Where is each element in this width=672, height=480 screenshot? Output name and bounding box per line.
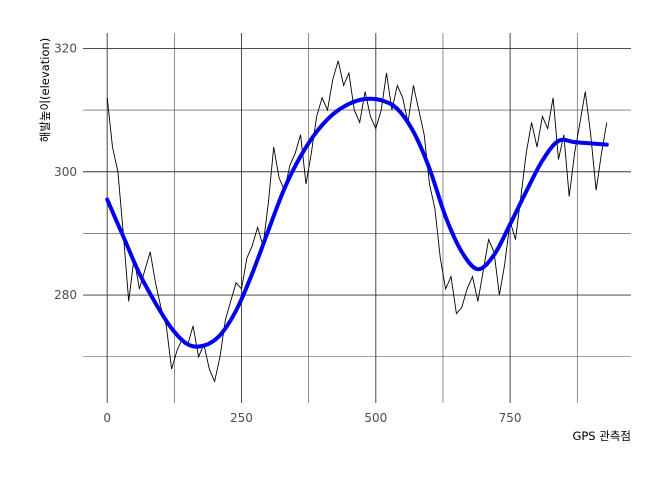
gridlines — [83, 33, 631, 403]
y-tick-label: 300 — [54, 165, 77, 179]
y-tick-label: 320 — [54, 41, 77, 55]
y-axis-title: 해발높이(elevation) — [38, 38, 52, 143]
raw-elevation-series-line — [106, 60, 608, 383]
y-axis-tick-labels: 280 300 320 — [54, 41, 77, 302]
x-axis-tick-labels: 0 250 500 750 — [103, 411, 521, 425]
smoothed-elevation-series-line — [105, 96, 609, 349]
x-tick-label: 500 — [364, 411, 387, 425]
x-tick-label: 250 — [230, 411, 253, 425]
x-tick-label: 0 — [103, 411, 111, 425]
x-axis-title: GPS 관측점 — [572, 429, 631, 443]
x-tick-label: 750 — [499, 411, 522, 425]
y-tick-label: 280 — [54, 288, 77, 302]
